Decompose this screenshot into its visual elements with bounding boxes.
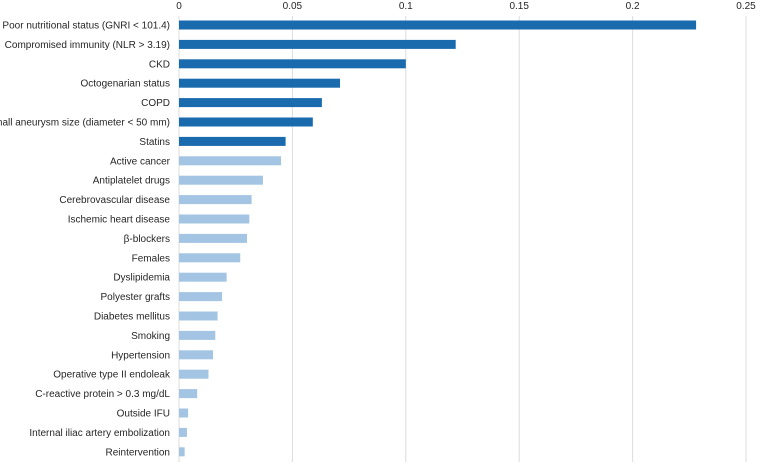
category-label: Reintervention xyxy=(106,447,170,458)
category-label: Polyester grafts xyxy=(101,292,170,303)
category-label: Antiplatelet drugs xyxy=(93,176,170,187)
bar xyxy=(179,98,322,108)
bar xyxy=(179,311,218,321)
bar xyxy=(179,39,456,49)
bar xyxy=(179,350,214,360)
category-label: Smoking xyxy=(131,331,170,342)
grid-lines xyxy=(178,16,747,462)
category-label: C-reactive protein > 0.3 mg/dL xyxy=(35,389,170,400)
bar xyxy=(179,195,252,205)
category-label: Small aneurysm size (diameter < 50 mm) xyxy=(0,118,170,129)
bar xyxy=(179,427,187,437)
bar xyxy=(179,20,697,30)
x-tick-label: 0.05 xyxy=(283,1,303,12)
x-tick-label: 0.25 xyxy=(736,1,756,12)
x-tick-label: 0.15 xyxy=(509,1,529,12)
category-label: Internal iliac artery embolization xyxy=(29,428,170,439)
bar xyxy=(179,272,227,282)
category-label: Operative type II endoleak xyxy=(53,370,171,381)
category-label: Cerebrovascular disease xyxy=(59,195,170,206)
category-label: COPD xyxy=(141,98,170,109)
bar xyxy=(179,136,286,146)
category-label: Active cancer xyxy=(110,156,171,167)
category-label: Hypertension xyxy=(111,350,170,361)
category-label: Females xyxy=(132,253,170,264)
category-labels: Poor nutritional status (GNRI < 101.4) Co… xyxy=(0,21,171,459)
category-label: β-blockers xyxy=(124,234,170,245)
x-axis-ticks: 0 0.05 0.1 0.15 0.2 0.25 xyxy=(176,1,756,12)
bar xyxy=(179,59,406,69)
bar xyxy=(179,156,282,166)
bar xyxy=(179,253,241,263)
category-label: Poor nutritional status (GNRI < 101.4) xyxy=(2,21,170,32)
category-label: Dyslipidemia xyxy=(113,273,170,284)
bars xyxy=(179,20,697,457)
bar xyxy=(179,214,250,224)
category-label: Outside IFU xyxy=(117,409,170,420)
bar xyxy=(179,447,185,457)
bar xyxy=(179,330,216,340)
x-tick-label: 0.2 xyxy=(626,1,640,12)
category-label: CKD xyxy=(149,59,170,70)
bar xyxy=(179,233,248,243)
category-label: Octogenarian status xyxy=(81,79,171,90)
category-label: Statins xyxy=(139,137,170,148)
bar xyxy=(179,389,198,399)
category-label: Ischemic heart disease xyxy=(68,215,171,226)
x-tick-label: 0.1 xyxy=(399,1,413,12)
bar xyxy=(179,78,341,88)
x-tick-label: 0 xyxy=(176,1,182,12)
bar xyxy=(179,408,189,418)
bar xyxy=(179,369,209,379)
category-label: Compromised immunity (NLR > 3.19) xyxy=(5,40,170,51)
bar xyxy=(179,175,263,185)
bar xyxy=(179,292,223,302)
category-label: Diabetes mellitus xyxy=(94,312,170,323)
bar xyxy=(179,117,313,127)
